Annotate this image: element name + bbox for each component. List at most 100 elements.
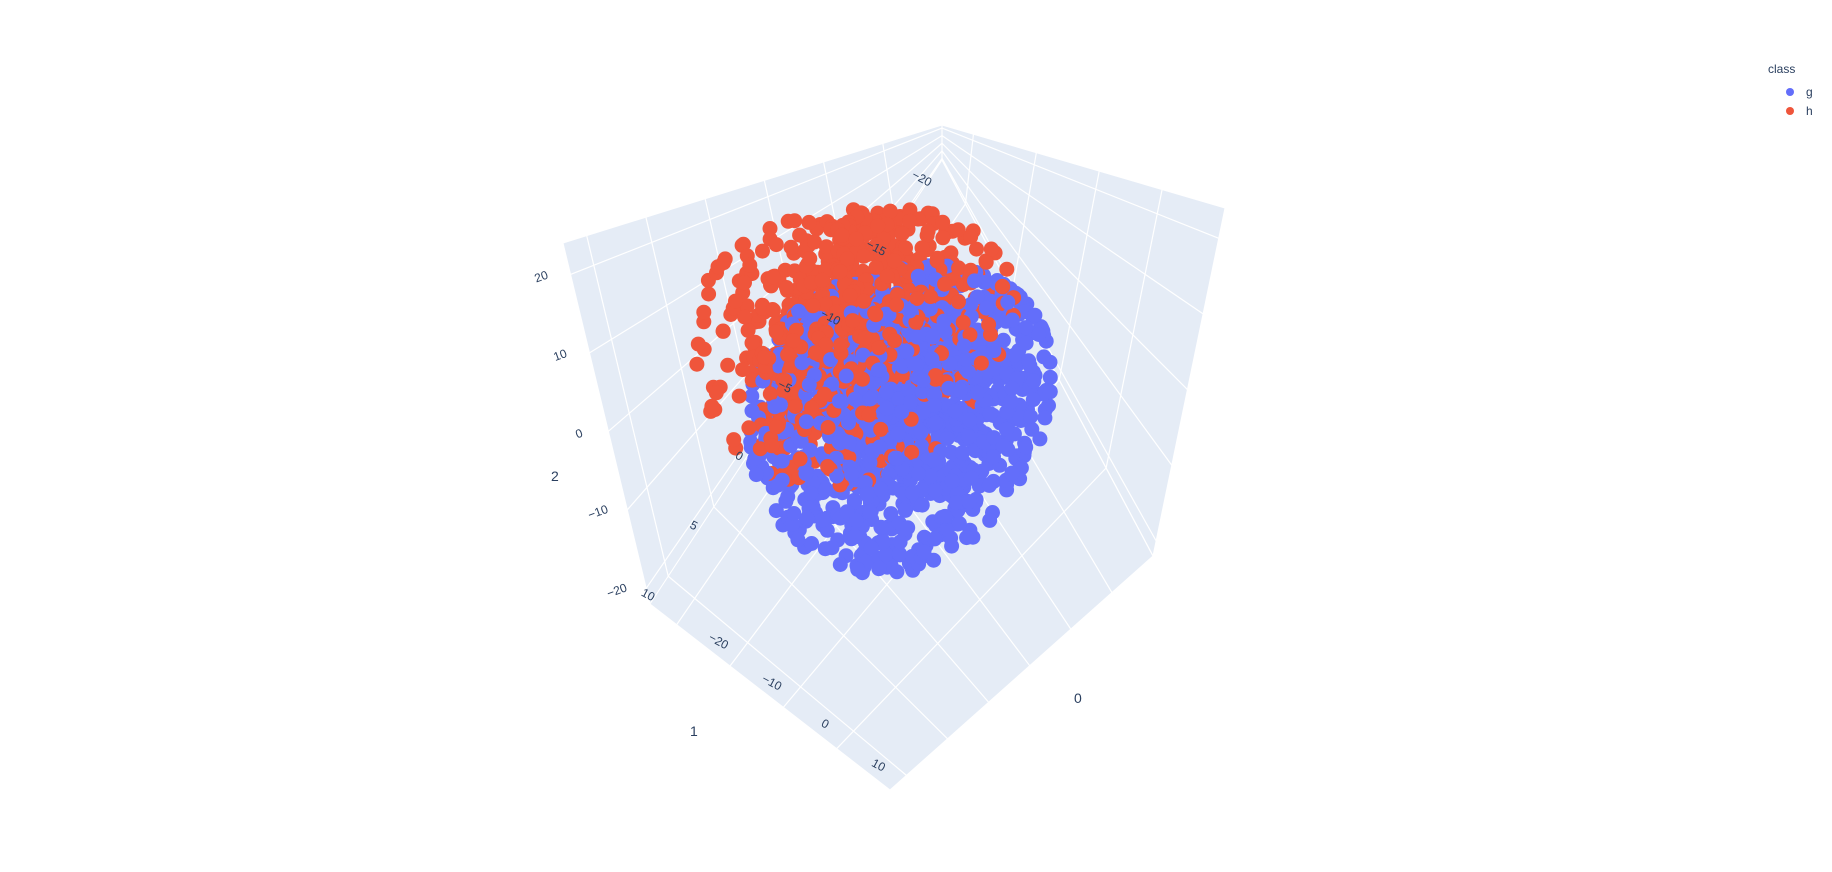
point-h [783, 239, 799, 255]
point-g [891, 546, 907, 562]
point-g [859, 486, 875, 502]
point-g [794, 355, 810, 371]
point-h [870, 218, 886, 234]
point-g [939, 431, 955, 446]
point-h [820, 459, 836, 474]
point-h [708, 385, 724, 401]
point-h [856, 248, 872, 264]
point-g [928, 415, 944, 431]
point-g [986, 449, 1001, 465]
gridline [941, 135, 1204, 315]
point-h [764, 438, 780, 454]
point-g [1023, 409, 1039, 425]
point-h [785, 333, 801, 349]
point-g [981, 477, 997, 493]
data-points [689, 202, 1058, 581]
point-h [802, 251, 818, 266]
legend-label-g: g [1806, 84, 1813, 99]
point-h [994, 278, 1010, 294]
point-h [816, 386, 832, 402]
point-g [857, 475, 873, 491]
point-h [757, 349, 772, 365]
point-h [768, 419, 784, 435]
point-g [890, 426, 906, 442]
point-g [892, 534, 908, 550]
gridline [1011, 152, 1037, 293]
point-g [1026, 373, 1042, 389]
point-g [798, 414, 814, 430]
point-h [752, 441, 768, 457]
point-h [887, 333, 902, 349]
y-tick-label: 10 [639, 585, 658, 604]
y-tick-label: −5 [776, 377, 795, 396]
point-h [963, 229, 979, 245]
point-g [910, 466, 926, 481]
point-g [1042, 369, 1058, 385]
point-g [960, 364, 976, 380]
point-g [793, 433, 809, 449]
point-g [944, 473, 960, 489]
point-h [950, 222, 966, 238]
point-g [951, 516, 967, 531]
point-g [815, 512, 831, 528]
point-g [958, 351, 974, 367]
point-h [768, 324, 784, 340]
legend-item-g[interactable]: g [1768, 82, 1813, 101]
point-g [772, 397, 788, 413]
point-g [748, 467, 764, 483]
point-h [882, 203, 898, 219]
legend-item-h[interactable]: h [1768, 101, 1813, 120]
legend: class g h [1768, 62, 1813, 120]
point-g [871, 560, 887, 576]
point-g [804, 536, 820, 551]
point-h [720, 357, 736, 373]
point-g [961, 429, 977, 445]
point-g [862, 391, 878, 407]
point-g [961, 494, 977, 510]
point-h [820, 420, 836, 435]
gridline [941, 127, 1219, 239]
point-g [969, 385, 985, 401]
point-g [841, 434, 857, 450]
gridline [570, 127, 943, 275]
point-h [792, 227, 808, 243]
gridline [1058, 170, 1100, 381]
point-h [814, 272, 830, 288]
legend-marker-g [1786, 87, 1794, 96]
point-g [803, 485, 819, 501]
point-h [868, 259, 884, 275]
point-h [726, 432, 742, 448]
point-h [828, 304, 844, 320]
point-h [787, 399, 803, 414]
point-h [689, 356, 705, 372]
point-h [909, 291, 925, 306]
point-g [1018, 320, 1034, 336]
point-h [735, 362, 751, 378]
point-g [838, 368, 854, 384]
point-g [1037, 410, 1053, 426]
point-g [954, 445, 970, 461]
point-h [731, 388, 747, 404]
gridline [941, 158, 1157, 542]
point-g [963, 297, 979, 313]
point-h [981, 317, 997, 332]
point-h [935, 214, 951, 230]
legend-label-h: h [1806, 103, 1813, 118]
point-h [848, 231, 864, 247]
point-g [903, 394, 918, 410]
point-h [755, 243, 770, 259]
point-g [902, 303, 918, 319]
point-g [915, 404, 931, 420]
point-h [737, 309, 753, 325]
point-g [872, 439, 888, 455]
point-g [799, 510, 815, 526]
point-h [886, 253, 902, 269]
point-g [1018, 335, 1034, 351]
z-tick-label: 10 [551, 346, 569, 364]
point-g [824, 540, 840, 556]
point-g [995, 438, 1011, 454]
gridline [713, 506, 948, 740]
